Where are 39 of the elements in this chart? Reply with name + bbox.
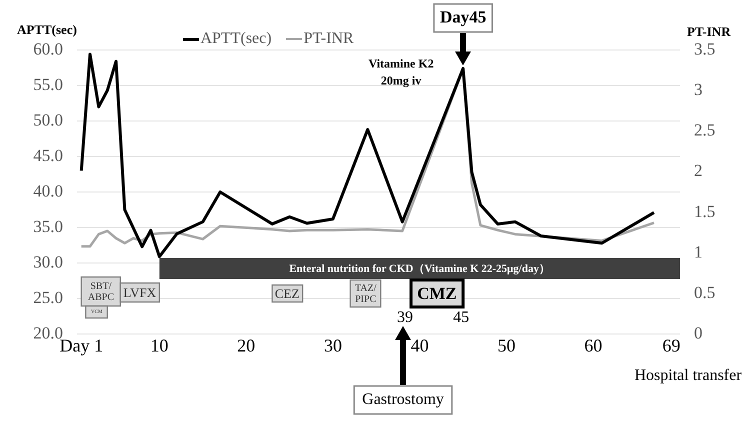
x-tick-label: 40 [410, 336, 429, 356]
annotation: Day45 [440, 7, 486, 26]
band-label: TAZ/PIPC [354, 282, 376, 304]
y-tick-label: 40.0 [33, 181, 63, 200]
text: Hospital transfer [634, 367, 742, 384]
y-tick-label: 50.0 [33, 110, 63, 130]
y-tick-label: 45.0 [33, 146, 63, 165]
text: Gastrostomy [362, 391, 444, 408]
y2-tick-label: 0 [694, 323, 702, 342]
y2-tick-label: 3 [694, 80, 702, 100]
band-label: CEZ [274, 286, 300, 302]
band-label: CMZ [417, 284, 457, 304]
y2-axis-title: PT-INR [687, 24, 731, 40]
y-tick-label: 55.0 [33, 74, 63, 94]
x-tick-label: 20 [237, 336, 256, 356]
y-tick-label: 25.0 [33, 288, 63, 307]
x-tick-label: 50 [497, 336, 516, 356]
y2-tick-label: 1.5 [694, 202, 716, 221]
y-axis-title: APTT(sec) [17, 22, 77, 38]
y2-tick-label: 0.5 [694, 282, 716, 302]
y-tick-label: 35.0 [33, 216, 63, 236]
x-tick-label: 60 [584, 336, 602, 356]
y2-tick-label: 2 [694, 161, 702, 180]
y2-tick-label: 2.5 [694, 120, 716, 140]
legend-label: PT-INR [304, 30, 354, 48]
band-label: LVFX [123, 284, 156, 300]
band-label: SBT/ABPC [88, 280, 114, 302]
legend-label: APTT(sec) [200, 30, 272, 48]
annotation: Vitamine K2 20mg iv [368, 56, 434, 88]
y2-tick-label: 3.5 [694, 39, 716, 58]
y-tick-label: 30.0 [33, 252, 63, 272]
x-tick-label: 30 [324, 336, 342, 356]
annotation: 45 [453, 309, 470, 326]
band-label: Enteral nutrition for CKD（Vitamine K 22-25μg/day） [289, 262, 550, 276]
y-tick-label: 60.0 [33, 39, 63, 58]
annotation: 39 [397, 309, 414, 326]
y2-tick-label: 1 [694, 242, 702, 262]
x-tick-label: 10 [150, 336, 168, 356]
x-tick-label: 69 [662, 336, 680, 356]
